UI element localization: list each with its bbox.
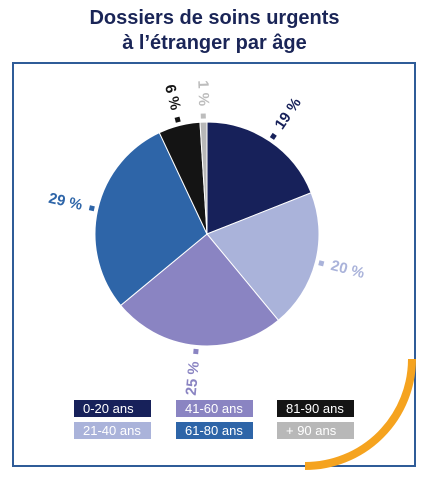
slice-marker-3: [193, 348, 199, 355]
slice-label-6: 1 %: [194, 80, 212, 106]
chart-title-line-1: Dossiers de soins urgents: [89, 7, 340, 29]
pie-slice-2: [206, 192, 320, 322]
accent-arc: [304, 358, 416, 470]
slice-marker-1: [269, 132, 277, 140]
slice-marker-4: [88, 205, 95, 212]
chart-frame: [12, 62, 416, 467]
slice-marker-6: [200, 113, 206, 119]
slice-label-5: 6 %: [161, 83, 184, 112]
slice-label-2: 20 %: [329, 257, 366, 282]
pie-slice-6: [199, 121, 208, 235]
slice-label-1: 19 %: [271, 95, 304, 133]
chart-title-line-2: à l’étranger par âge: [122, 32, 307, 54]
slice-marker-2: [318, 260, 325, 267]
pie-slice-4: [94, 131, 208, 307]
pie-slice-1: [206, 121, 312, 235]
slice-marker-5: [174, 116, 181, 123]
slice-label-4: 29 %: [47, 190, 84, 214]
slice-label-3: 25 %: [183, 361, 203, 397]
chart-title: Dossiers de soins urgents à l’étranger p…: [0, 6, 429, 56]
pie-slice-3: [119, 233, 280, 347]
